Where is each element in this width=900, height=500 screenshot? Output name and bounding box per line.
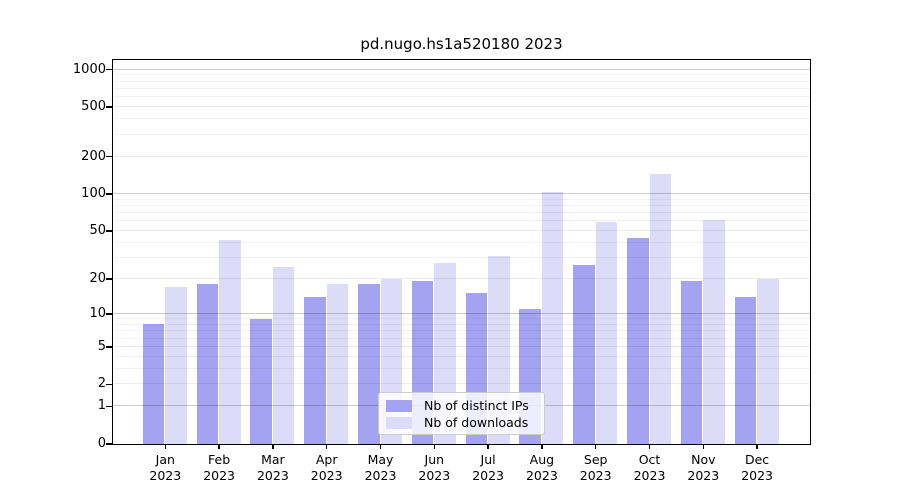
y-tick-label: 0 — [97, 436, 106, 451]
bar-nb-of-distinct-ips-feb — [196, 283, 219, 444]
bar-nb-of-downloads-nov — [703, 219, 725, 444]
y-tick-label: 5 — [97, 338, 106, 354]
gridline — [112, 211, 810, 213]
legend-label-downloads: Nb of downloads — [424, 415, 529, 430]
plot-area — [111, 58, 811, 445]
x-tick-label-apr: Apr 2023 — [310, 452, 343, 483]
x-tick-label-jan: Jan 2023 — [149, 452, 182, 483]
legend-item-downloads: Nb of downloads — [386, 414, 544, 431]
x-tick-label-aug: Aug 2023 — [525, 452, 558, 483]
x-tick-label-mar: Mar 2023 — [256, 452, 289, 483]
y-tick-mark — [106, 106, 112, 108]
bar-nb-of-distinct-ips-oct — [627, 238, 649, 444]
y-tick-mark — [106, 278, 112, 280]
x-tick-mark — [595, 444, 597, 449]
x-tick-label-jul: Jul 2023 — [472, 452, 504, 483]
x-tick-label-may: May 2023 — [364, 452, 397, 483]
bar-nb-of-distinct-ips-mar — [250, 318, 272, 444]
y-tick-mark — [106, 155, 112, 158]
bar-nb-of-distinct-ips-dec — [734, 296, 757, 444]
y-tick-label: 100 — [81, 185, 106, 201]
y-tick-mark — [106, 405, 112, 408]
x-tick-label-sep: Sep 2023 — [579, 452, 612, 483]
x-tick-label-jun: Jun 2023 — [418, 452, 451, 483]
bar-nb-of-distinct-ips-sep — [573, 264, 595, 444]
y-tick-label: 50 — [89, 222, 106, 238]
gridline — [112, 80, 810, 82]
x-tick-mark — [648, 444, 651, 449]
x-tick-mark — [326, 444, 328, 449]
gridline — [112, 204, 810, 206]
legend-swatch-downloads — [386, 416, 412, 429]
x-tick-mark — [487, 444, 489, 449]
y-tick-mark — [106, 230, 112, 232]
y-tick-label: 20 — [89, 270, 106, 286]
bar-nb-of-downloads-aug — [541, 191, 564, 444]
gridline — [112, 133, 810, 135]
legend: Nb of distinct IPs Nb of downloads — [378, 392, 545, 435]
legend-swatch-distinct-ips — [386, 399, 412, 412]
y-tick-mark — [106, 443, 112, 445]
x-tick-mark — [756, 444, 758, 449]
gridline — [112, 68, 810, 70]
y-tick-mark — [106, 383, 112, 386]
y-tick-mark — [106, 346, 112, 348]
y-tick-mark — [106, 193, 112, 195]
y-tick-label: 500 — [81, 99, 106, 115]
x-tick-label-oct: Oct 2023 — [633, 452, 666, 483]
bar-nb-of-distinct-ips-nov — [680, 281, 703, 444]
gridline — [112, 106, 810, 108]
bar-nb-of-downloads-sep — [595, 221, 618, 444]
x-tick-mark — [541, 444, 543, 449]
legend-label-distinct-ips: Nb of distinct IPs — [424, 398, 529, 413]
y-tick-label: 1000 — [72, 61, 106, 77]
gridline — [112, 87, 810, 89]
bar-nb-of-distinct-ips-jan — [142, 324, 165, 444]
y-tick-mark — [106, 68, 112, 71]
y-tick-mark — [106, 313, 112, 315]
gridline — [112, 74, 810, 76]
gridline — [112, 96, 810, 98]
x-tick-label-dec: Dec 2023 — [741, 452, 773, 483]
bar-nb-of-downloads-feb — [219, 239, 241, 444]
y-tick-label: 200 — [81, 148, 106, 164]
bar-nb-of-downloads-mar — [272, 266, 295, 444]
x-tick-mark — [218, 444, 220, 449]
x-tick-mark — [379, 444, 382, 449]
bar-nb-of-downloads-oct — [649, 173, 671, 444]
bar-nb-of-downloads-apr — [326, 283, 349, 444]
x-tick-mark — [702, 444, 704, 449]
bar-nb-of-downloads-jan — [165, 286, 187, 444]
chart-title: pd.nugo.hs1a520180 2023 — [360, 35, 563, 53]
x-tick-mark — [272, 444, 274, 449]
x-tick-mark — [433, 444, 435, 449]
bar-nb-of-downloads-dec — [757, 278, 779, 444]
y-tick-label: 1 — [97, 398, 106, 414]
x-tick-mark — [164, 444, 166, 449]
bar-nb-of-distinct-ips-apr — [304, 296, 326, 444]
gridline — [112, 118, 810, 120]
bar-nb-of-distinct-ips-may — [358, 283, 380, 444]
legend-item-distinct-ips: Nb of distinct IPs — [386, 397, 544, 414]
gridline — [112, 155, 810, 157]
y-tick-label: 2 — [97, 376, 106, 392]
x-tick-label-nov: Nov 2023 — [687, 452, 720, 483]
gridline — [112, 192, 810, 194]
gridline — [112, 198, 810, 200]
x-tick-label-feb: Feb 2023 — [203, 452, 235, 483]
y-tick-label: 10 — [89, 306, 106, 322]
